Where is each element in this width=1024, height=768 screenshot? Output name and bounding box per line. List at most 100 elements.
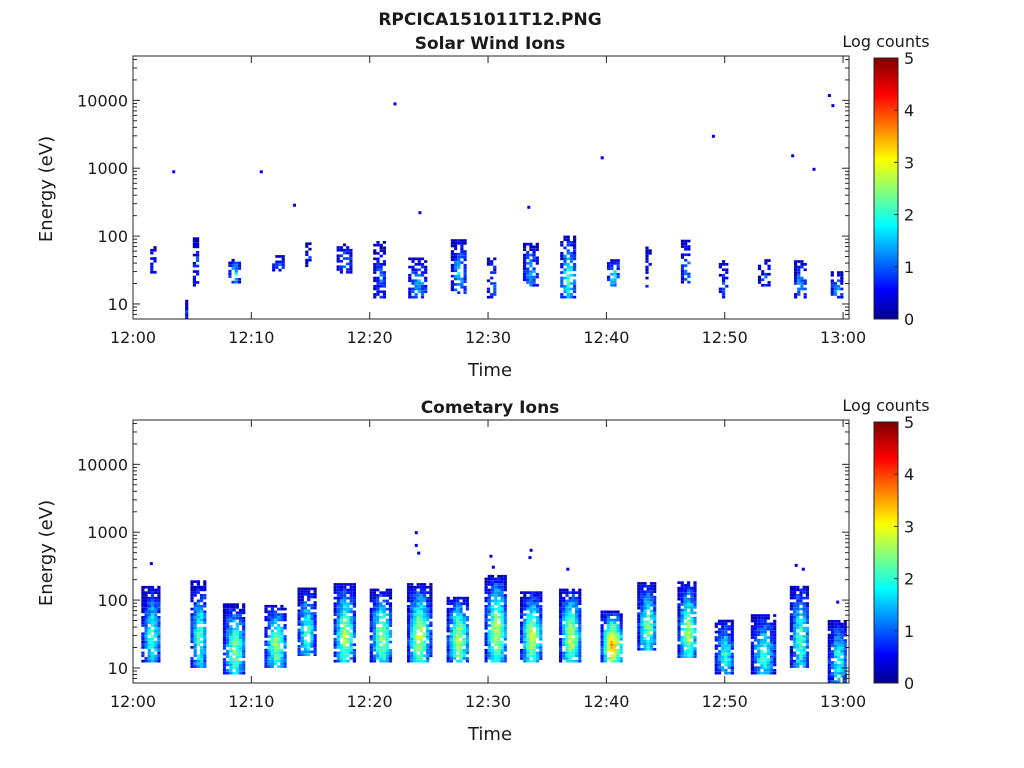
spectrogram-cell (653, 636, 657, 640)
spectrogram-cell (840, 641, 844, 645)
spectrogram-cell (532, 610, 536, 614)
spectrogram-cell (677, 608, 681, 612)
spectrogram-cell (352, 657, 356, 660)
spectrogram-cell (805, 643, 809, 646)
spectrogram-cell (417, 260, 421, 263)
spectrogram-cell (487, 648, 491, 652)
spectrogram-cell (274, 654, 278, 657)
spectrogram-cell (339, 248, 343, 252)
spectrogram-cell (767, 281, 771, 284)
spectrogram-cell (497, 607, 501, 611)
spectrogram-cell (606, 646, 611, 649)
spectrogram-cell (484, 613, 488, 616)
spectrogram-cell (242, 603, 246, 606)
spectrogram-cell (837, 663, 841, 667)
spectrogram-cell (352, 605, 356, 608)
spectrogram-cell (407, 646, 411, 649)
spectrogram-cell (388, 610, 393, 614)
spectrogram-cell (267, 621, 271, 625)
spectrogram-cell (687, 239, 691, 243)
spectrogram-cell (529, 264, 533, 268)
single-count-dot (801, 567, 805, 571)
spectrogram-cell (578, 646, 582, 649)
spectrogram-cell (562, 596, 566, 600)
spectrogram-cell (640, 587, 644, 591)
spectrogram-cell (830, 282, 834, 285)
spectrogram-cell (600, 610, 604, 614)
spectrogram-cell (717, 622, 722, 626)
spectrogram-cell (147, 640, 151, 644)
spectrogram-cell (562, 624, 566, 627)
spectrogram-cell (571, 632, 575, 636)
spectrogram-cell (450, 288, 454, 292)
spectrogram-cell (232, 606, 236, 609)
spectrogram-cell (649, 587, 654, 591)
spectrogram-cell (613, 259, 617, 262)
spectrogram-cell (340, 616, 344, 619)
spectrogram-cell (693, 600, 697, 604)
spectrogram-cell (310, 628, 314, 632)
spectrogram-cell (226, 649, 230, 653)
spectrogram-cell (414, 268, 418, 272)
spectrogram-cell (616, 648, 620, 652)
spectrogram-cell (640, 631, 644, 635)
spectrogram-cell (303, 645, 308, 648)
spectrogram-cell (722, 290, 726, 294)
spectrogram-cell (203, 643, 207, 646)
spectrogram-cell (203, 604, 207, 608)
spectrogram-cell (229, 641, 233, 645)
spectrogram-cell (490, 627, 495, 630)
spectrogram-cell (196, 621, 200, 625)
spectrogram-cell (423, 610, 427, 614)
spectrogram-cell (802, 640, 806, 644)
spectrogram-cell (460, 261, 464, 264)
x-axis-label: Time (467, 360, 512, 381)
spectrogram-cell (369, 643, 373, 647)
spectrogram-cell (690, 649, 694, 653)
spectrogram-cell (343, 657, 347, 660)
spectrogram-cell (560, 254, 564, 258)
spectrogram-cell (526, 635, 530, 638)
spectrogram-cell (750, 652, 754, 656)
spectrogram-cell (426, 632, 430, 636)
spectrogram-cell (606, 643, 611, 647)
spectrogram-cell (613, 272, 617, 276)
spectrogram-cell (283, 646, 287, 649)
spectrogram-cell (307, 642, 311, 645)
spectrogram-cell (196, 665, 200, 668)
spectrogram-cell (578, 624, 582, 627)
spectrogram-cell (465, 618, 469, 622)
spectrogram-cell (690, 597, 694, 601)
spectrogram-cell (300, 639, 304, 643)
ion-burst (600, 610, 623, 663)
single-count-dot (831, 104, 835, 108)
spectrogram-cell (760, 617, 764, 620)
spectrogram-cell (760, 660, 764, 664)
spectrogram-cell (637, 628, 641, 632)
spectrogram-cell (388, 602, 393, 605)
spectrogram-cell (796, 599, 800, 603)
spectrogram-cell (520, 654, 524, 658)
spectrogram-cell (270, 613, 274, 616)
spectrogram-cell (410, 605, 414, 608)
spectrogram-cell (603, 632, 607, 636)
spectrogram-cell (613, 624, 617, 627)
spectrogram-cell (843, 658, 847, 661)
y-axis-label: Energy (eV) (36, 136, 57, 242)
spectrogram-cell (200, 613, 204, 616)
spectrogram-cell (563, 268, 567, 272)
spectrogram-cell (277, 626, 281, 630)
spectrogram-cell (843, 647, 847, 651)
spectrogram-cell (714, 663, 718, 667)
spectrogram-cell (565, 651, 569, 655)
spectrogram-cell (150, 621, 155, 625)
spectrogram-cell (196, 610, 200, 614)
spectrogram-cell (484, 621, 488, 625)
spectrogram-cell (382, 249, 386, 252)
spectrogram-cell (789, 604, 793, 608)
spectrogram-cell (196, 240, 200, 243)
spectrogram-cell (238, 652, 243, 656)
spectrogram-cell (766, 666, 770, 669)
spectrogram-cell (603, 613, 607, 616)
colorbar-tick-label: 5 (904, 49, 914, 68)
